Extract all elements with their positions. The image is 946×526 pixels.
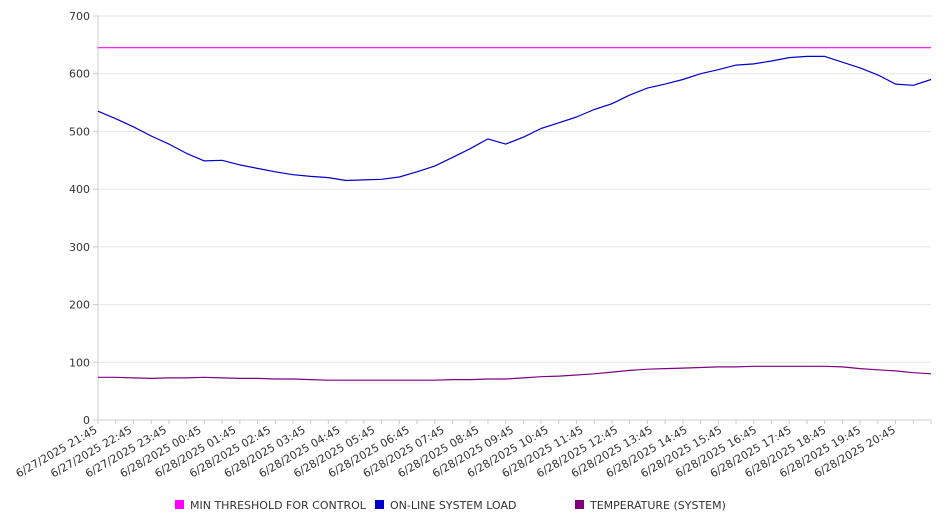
legend-label: TEMPERATURE (SYSTEM) — [589, 499, 726, 512]
axes — [97, 16, 931, 421]
y-tick-label: 100 — [69, 356, 90, 369]
series-line-1 — [97, 55, 932, 182]
series — [97, 47, 932, 381]
legend-swatch — [175, 500, 184, 509]
y-tick-label: 400 — [69, 183, 90, 196]
y-tick-label: 300 — [69, 241, 90, 254]
y-tick-label: 600 — [69, 68, 90, 81]
legend-label: MIN THRESHOLD FOR CONTROL — [190, 499, 367, 512]
series-line-2 — [98, 365, 932, 381]
y-tick-label: 0 — [83, 414, 90, 427]
legend-swatch — [375, 500, 384, 509]
legend-swatch — [575, 500, 584, 509]
y-tick-label: 700 — [69, 10, 90, 23]
y-ticks: 0 100 200 300 400 500 600 700 — [69, 10, 98, 427]
grid — [98, 15, 931, 363]
y-tick-label: 200 — [69, 299, 90, 312]
legend: MIN THRESHOLD FOR CONTROL ON-LINE SYSTEM … — [175, 499, 726, 512]
legend-label: ON-LINE SYSTEM LOAD — [390, 499, 516, 512]
y-tick-label: 500 — [69, 125, 90, 138]
x-ticks: 6/27/2025 21:456/27/2025 22:456/27/2025 … — [14, 420, 932, 480]
